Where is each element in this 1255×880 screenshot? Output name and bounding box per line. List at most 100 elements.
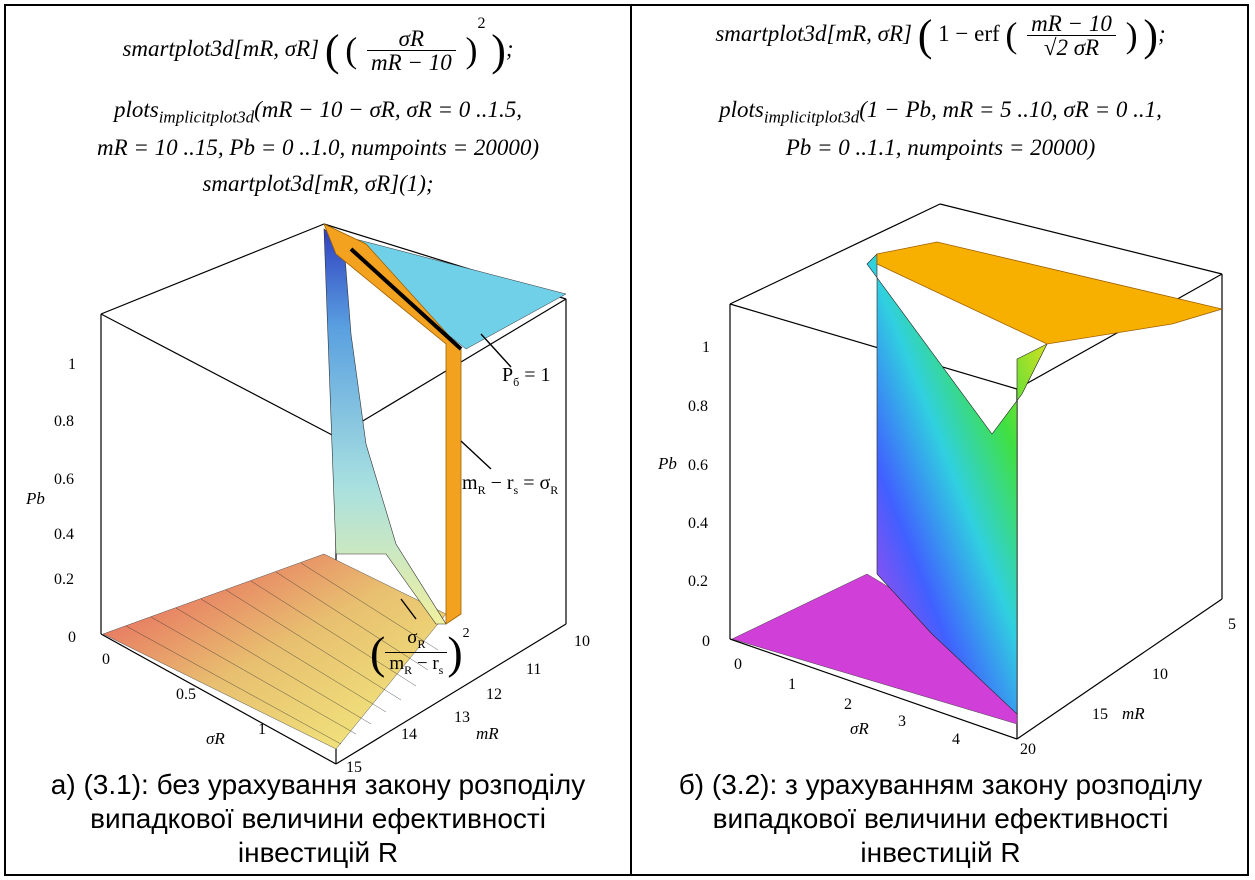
left-3d-plot: 1 0.8 0.6 0.4 0.2 0 Pb 0 0.5 1 σR 10 11 …: [25, 223, 590, 774]
right-caption-line-2: випадкової величини ефективності: [712, 803, 1169, 834]
left-code-line-1: smartplot3d[mR, σR] ( ( σR mR − 10 )2 );: [122, 15, 514, 76]
left-caption: а) (3.1): без урахування закону розподіл…: [6, 768, 630, 870]
figure-frame: [4, 4, 1249, 876]
right-y-tick: 5: [1228, 616, 1236, 633]
left-annot-frac-den-sub: R: [404, 662, 413, 677]
left-annot-frac-num: σ: [407, 627, 418, 649]
right-y-axis: 5 10 15 20: [1020, 616, 1236, 754]
right-code-erf: 1 − erf: [938, 20, 1000, 46]
left-code-line-4: smartplot3d[mR, σR](1);: [6, 172, 630, 195]
right-caption-line-3: інвестицій R: [860, 837, 1021, 868]
left-code-args1: (mR − 10 − σR, σR = 0 ..1.5,: [254, 97, 523, 122]
left-code-call: smartplot3d[mR, σR](1);: [202, 171, 434, 196]
left-code-line-2: plotsimplicitplot3d(mR − 10 − σR, σR = 0…: [6, 98, 630, 129]
left-x-tick: 0.5: [176, 686, 196, 703]
left-z-tick: 0: [68, 629, 76, 646]
left-annot-mr-r2: R: [550, 483, 559, 497]
left-z-tick: 0.6: [54, 471, 74, 488]
left-code-fn: smartplot3d[mR, σR]: [122, 36, 320, 61]
right-y-tick: 15: [1092, 706, 1108, 723]
right-z-tick: 0.4: [688, 515, 708, 532]
right-y-tick: 10: [1152, 666, 1168, 683]
right-code-line-1: smartplot3d[mR, σR] ( 1 − erf ( mR − 10 √…: [715, 11, 1166, 60]
left-annot-mr-eq2: = σ: [518, 472, 551, 494]
right-y-label: mR: [1122, 704, 1145, 723]
right-code-frac-den: √2 σR: [1043, 35, 1100, 60]
left-z-label: Pb: [25, 489, 45, 508]
right-z-tick: 0: [702, 633, 710, 650]
left-annot-mr-m: m: [462, 472, 478, 494]
left-annot-frac-num-sub: R: [417, 637, 426, 651]
left-caption-line-1: а) (3.1): без урахування закону розподіл…: [50, 769, 586, 800]
left-x-axis: 0 0.5 1: [102, 651, 266, 738]
left-annot-pb-sub: б: [513, 375, 520, 389]
left-annot-mr: mR − rs = σR: [462, 472, 558, 498]
left-z-tick: 1: [68, 356, 76, 373]
right-x-tick: 2: [844, 696, 852, 713]
left-annot-frac-den: m: [389, 653, 405, 674]
left-annot-frac-den-rest: − r: [412, 653, 439, 674]
left-y-tick: 14: [401, 726, 417, 743]
left-annot-mr-eq: − r: [485, 472, 514, 494]
right-x-tick: 3: [898, 713, 906, 730]
left-intersection-line: [349, 247, 463, 351]
left-code-exp: 2: [477, 15, 486, 32]
left-x-tick: 0: [102, 651, 110, 668]
left-caption-line-3: інвестицій R: [237, 837, 399, 868]
left-annot-mr-sub: R: [477, 483, 486, 497]
right-code-args1: (1 − Pb, mR = 5 ..10, σR = 0 ..1,: [859, 97, 1162, 122]
left-y-tick: 10: [574, 633, 590, 650]
left-annot-frac: ( σR mR − rs ) 2: [370, 626, 470, 678]
right-caption-line-1: б) (3.2): з урахуванням закону розподілу: [678, 769, 1203, 800]
right-z-tick: 0.8: [688, 398, 708, 415]
left-annotation-leaders: [400, 333, 512, 620]
left-z-axis: 1 0.8 0.6 0.4 0.2 0: [54, 356, 76, 646]
left-x-tick: 1: [258, 721, 266, 738]
right-code-plots: plots: [719, 97, 764, 122]
right-y-tick: 20: [1020, 741, 1036, 754]
right-z-tick: 0.2: [688, 573, 708, 590]
left-annot-pb-p: P: [502, 364, 514, 386]
left-y-label: mR: [476, 724, 499, 743]
left-z-tick: 0.8: [54, 413, 74, 430]
right-code-frac-num: mR − 10: [1027, 12, 1116, 36]
left-code-line-3: mR = 10 ..15, Pb = 0 ..1.0, numpoints = …: [6, 136, 630, 159]
right-x-tick: 0: [734, 656, 742, 673]
left-annot-frac-den-s: s: [438, 662, 444, 677]
panel-divider: [630, 4, 632, 876]
right-code-fn: smartplot3d[mR, σR]: [715, 20, 912, 46]
left-y-tick: 12: [486, 686, 502, 703]
right-code-line-3: Pb = 0 ..1.1, numpoints = 20000): [632, 136, 1249, 159]
left-orange-plane: [323, 223, 462, 625]
left-annot-mr-s: s: [513, 483, 519, 497]
left-annot-pb: Pб = 1: [502, 364, 551, 390]
left-code-plots: plots: [113, 97, 159, 122]
left-y-tick: 13: [454, 709, 470, 726]
right-x-axis: 0 1 2 3 4: [734, 656, 960, 748]
left-caption-line-2: випадкової величини ефективності: [90, 803, 546, 834]
right-x-tick: 1: [788, 676, 796, 693]
left-x-label: σR: [206, 729, 225, 748]
panel-left: smartplot3d[mR, σR] ( ( σR mR − 10 )2 ); …: [6, 4, 630, 876]
right-z-label: Pb: [657, 454, 677, 473]
right-x-label: σR: [850, 719, 869, 738]
right-z-axis: 1 0.8 0.6 0.4 0.2 0: [688, 339, 710, 650]
left-annot-pb-eq: = 1: [519, 364, 551, 386]
left-code-args2: mR = 10 ..15, Pb = 0 ..1.0, numpoints = …: [96, 135, 540, 160]
left-y-axis: 10 11 12 13 14 15: [346, 633, 590, 774]
right-3d-plot: 1 0.8 0.6 0.4 0.2 0 Pb 0 1 2 3 4 σR 5 10…: [657, 203, 1236, 754]
left-z-tick: 0.4: [54, 526, 74, 543]
left-code-frac-den: mR − 10: [371, 50, 452, 76]
left-z-tick: 0.2: [54, 571, 74, 588]
left-y-tick: 11: [526, 661, 541, 678]
right-x-tick: 4: [952, 731, 960, 748]
left-wall-surface: [323, 228, 447, 625]
right-z-tick: 0.6: [688, 457, 708, 474]
left-code-sub: implicitplot3d: [158, 107, 255, 127]
right-code-sub: implicitplot3d: [763, 107, 860, 127]
right-code-args2: Pb = 0 ..1.1, numpoints = 20000): [785, 135, 1096, 160]
right-caption: б) (3.2): з урахуванням закону розподілу…: [632, 768, 1249, 870]
left-annot-frac-exp: 2: [462, 626, 470, 641]
left-y-tick: 15: [346, 759, 362, 774]
right-wall-surface: [866, 253, 1048, 715]
